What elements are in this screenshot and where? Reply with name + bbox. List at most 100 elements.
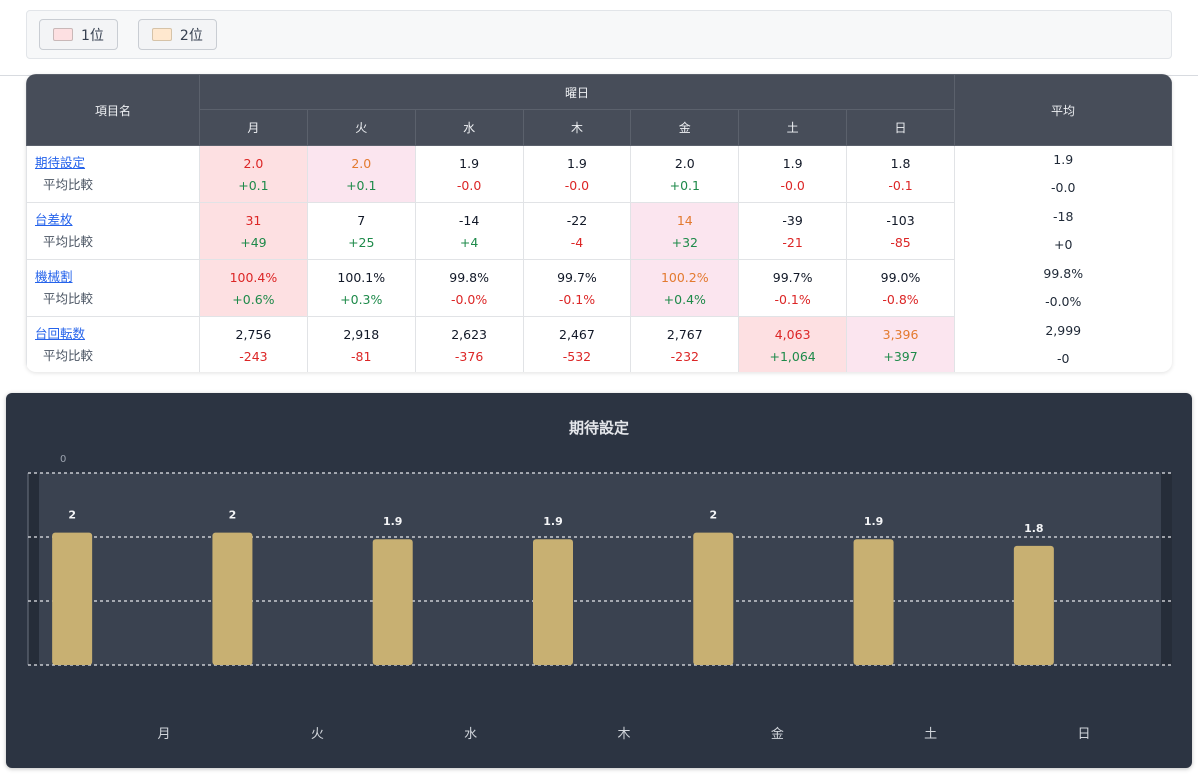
- legend-bar: 1位 2位: [26, 10, 1172, 59]
- legend-rank2-label: 2位: [179, 27, 203, 44]
- value-cell: 2.0 +0.1: [199, 145, 308, 203]
- x-tick-label: 月: [157, 727, 170, 742]
- cell-value: 2,467: [559, 327, 595, 342]
- rank2-swatch: [151, 28, 172, 41]
- cell-value: 1.9: [567, 156, 587, 171]
- row-name-cell: 台差枚平均比較: [26, 202, 200, 260]
- cell-diff: +0.1: [238, 178, 269, 193]
- cell-value: -39: [782, 213, 803, 228]
- cell-value: 2.0: [674, 156, 695, 171]
- row-name-link[interactable]: 期待設定: [35, 155, 86, 170]
- row-name-cell: 機械割平均比較: [26, 259, 200, 317]
- cell-value: 99.0%: [880, 270, 921, 285]
- cell-diff: +397: [883, 349, 918, 364]
- bar-chart: 0 2 2 1.9 1.9 2 1.9 1.8 月 火 水 木 金 土 日: [27, 454, 1172, 742]
- row-name-link[interactable]: 台差枚: [35, 212, 73, 227]
- cell-value: 100.4%: [229, 270, 278, 285]
- cell-diff: -21: [782, 235, 803, 250]
- average-cell: 2,999 -0: [954, 316, 1172, 372]
- value-cell: 99.7% -0.1%: [738, 259, 848, 317]
- row-name-cell: 期待設定 平均比較: [26, 145, 200, 203]
- header-day: 水: [414, 109, 524, 146]
- x-tick-label: 金: [771, 726, 784, 742]
- header-day: 火: [306, 109, 416, 146]
- y-tick-label: 0: [60, 454, 66, 465]
- cell-value: 100.1%: [337, 270, 386, 285]
- weekday-stats-table: 項目名 曜日 平均 月火水木金土日 期待設定 平均比較 2.0 +0.1 2.0 +0.1…: [26, 74, 1172, 372]
- data-label: 2: [709, 509, 717, 522]
- value-cell: 1.9 -0.0: [414, 145, 524, 203]
- cell-diff: +0.3%: [340, 292, 383, 307]
- row-sub-label: 平均比較: [43, 348, 94, 363]
- legend-rank2-toggle[interactable]: 2位: [137, 19, 217, 50]
- value-cell: 4,063 +1,064: [738, 316, 848, 372]
- value-cell: 100.1% +0.3%: [306, 259, 416, 317]
- cell-value: -103: [886, 213, 915, 228]
- cell-diff: +4: [459, 235, 479, 250]
- row-name-link[interactable]: 機械割: [35, 269, 73, 284]
- row-sub-label: 平均比較: [43, 234, 94, 249]
- cell-diff: +25: [348, 235, 375, 250]
- cell-diff: -0.1%: [558, 292, 596, 307]
- cell-value: -14: [458, 213, 480, 228]
- value-cell: 99.8% -0.0%: [414, 259, 524, 317]
- rank1-swatch: [53, 28, 73, 41]
- cell-value: 100.2%: [660, 270, 709, 285]
- cell-diff: +0.4%: [663, 292, 706, 307]
- cell-value: 99.8%: [449, 270, 489, 285]
- row-sub-label: 平均比較: [43, 291, 94, 306]
- value-cell: 7 +25: [306, 202, 416, 260]
- average-value: 99.8%: [1043, 266, 1084, 281]
- value-cell: 99.7% -0.1%: [522, 259, 632, 317]
- value-cell: 2,623 -376: [414, 316, 524, 372]
- cell-diff: -0.0: [780, 178, 805, 193]
- cell-diff: -0.1: [888, 178, 913, 193]
- value-cell: 2.0 +0.1: [306, 145, 416, 203]
- cell-diff: -243: [239, 349, 268, 364]
- cell-value: 2,767: [666, 327, 703, 342]
- cell-diff: +0.1: [669, 178, 700, 193]
- value-cell: 2,918 -81: [306, 316, 416, 372]
- value-cell: 3,396 +397: [846, 316, 955, 372]
- cell-value: 1.9: [459, 156, 480, 171]
- average-value: -18: [1053, 209, 1074, 224]
- cell-diff: -376: [454, 349, 484, 364]
- average-cell: 1.9 -0.0: [954, 145, 1172, 203]
- value-cell: 31 +49: [199, 202, 308, 260]
- bar: [372, 539, 413, 665]
- value-cell: -14 +4: [414, 202, 524, 260]
- value-cell: -103 -85: [846, 202, 955, 260]
- value-cell: -39 -21: [738, 202, 848, 260]
- cell-value: 2,918: [343, 327, 380, 342]
- cell-diff: -4: [570, 235, 584, 250]
- cell-value: 31: [245, 213, 262, 228]
- cell-value: 3,396: [882, 327, 919, 342]
- legend-rank1-toggle[interactable]: 1位: [39, 19, 118, 50]
- value-cell: 2.0 +0.1: [630, 145, 740, 203]
- cell-diff: +0.1: [346, 178, 377, 193]
- table-row: 台差枚 平均比較 31 +49 7 +25 -14 +4 -22 -4 14 +32 -39 -21 -10…: [26, 202, 1172, 260]
- cell-value: 2,623: [451, 327, 487, 342]
- cell-diff: -81: [351, 349, 372, 364]
- average-value: 2,999: [1045, 323, 1082, 338]
- header-day: 日: [846, 109, 955, 146]
- cell-value: 1.8: [890, 156, 911, 171]
- data-label: 1.9: [543, 515, 563, 528]
- cell-diff: -85: [890, 235, 911, 250]
- cell-diff: -0.0%: [450, 292, 488, 307]
- x-tick-label: 水: [464, 727, 477, 742]
- data-label: 1.9: [383, 515, 403, 528]
- average-cell: 99.8% -0.0%: [954, 259, 1172, 317]
- average-diff: -0: [1057, 351, 1070, 366]
- plot-area: [39, 473, 1161, 665]
- cell-diff: +49: [240, 235, 267, 250]
- header-weekday: 曜日: [199, 74, 955, 110]
- average-cell: -18 +0: [954, 202, 1172, 260]
- x-tick-label: 火: [311, 727, 324, 742]
- data-label: 2: [229, 509, 237, 522]
- row-name-link[interactable]: 台回転数: [35, 326, 86, 341]
- data-label: 1.9: [864, 515, 884, 528]
- bar: [212, 532, 253, 665]
- cell-diff: -532: [562, 349, 592, 364]
- bar: [693, 532, 734, 665]
